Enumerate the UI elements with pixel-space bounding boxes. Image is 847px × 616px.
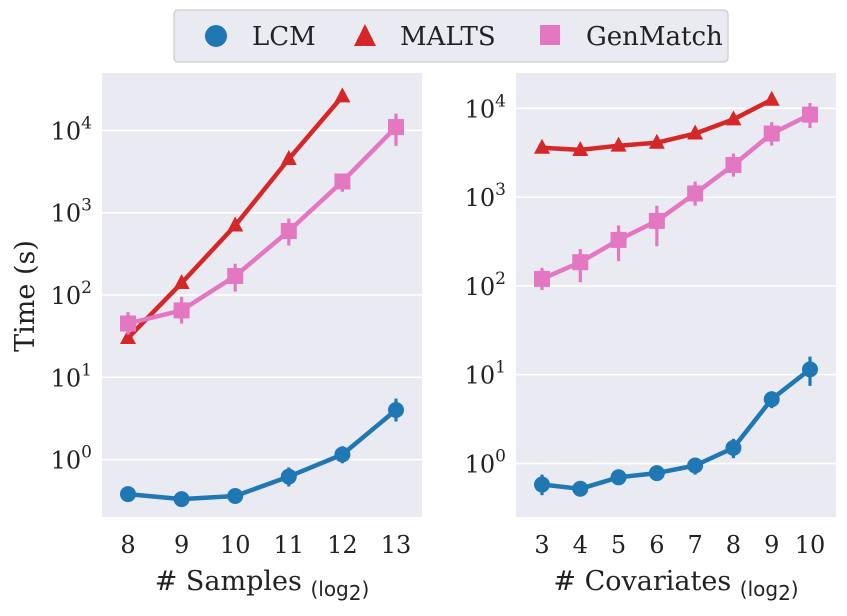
- data-point-lcm: [280, 468, 297, 485]
- legend-label-malts: MALTS: [400, 22, 496, 52]
- data-point-malts: [173, 273, 190, 289]
- data-point-genmatch: [572, 254, 589, 271]
- legend-marker-lcm: [205, 25, 227, 47]
- x-tick-label: 9: [174, 531, 189, 559]
- legend-label-genmatch: GenMatch: [586, 22, 723, 52]
- x-tick-label: 11: [274, 531, 305, 559]
- y-tick-label: 101: [51, 360, 92, 392]
- data-point-genmatch: [534, 270, 550, 287]
- panel-samples: 100 101 102 103 104 8 9 10 11 12 13 # Samples (log2…: [51, 73, 422, 605]
- data-point-genmatch: [388, 119, 404, 136]
- data-point-lcm: [572, 480, 589, 497]
- data-point-lcm: [227, 488, 244, 505]
- data-point-genmatch: [802, 106, 818, 123]
- legend-marker-genmatch: [540, 25, 560, 45]
- data-point-malts: [534, 138, 550, 154]
- series-line-genmatch: [127, 125, 398, 326]
- data-point-malts: [227, 216, 244, 232]
- x-axis-label: # Samples (log2): [155, 566, 370, 605]
- x-tick-label: 8: [726, 531, 741, 559]
- x-tick-label: 13: [381, 531, 412, 559]
- data-point-malts: [280, 150, 297, 166]
- x-tick-label: 4: [573, 531, 588, 559]
- data-point-genmatch: [334, 173, 351, 190]
- x-tick-label: 9: [764, 531, 779, 559]
- data-point-genmatch: [763, 125, 780, 142]
- y-axis-label: Time (s): [10, 240, 41, 352]
- data-point-lcm: [763, 391, 780, 408]
- legend: LCM MALTS GenMatch: [173, 9, 729, 63]
- data-point-malts: [572, 140, 589, 156]
- y-tick-label: 101: [465, 358, 506, 390]
- data-point-lcm: [173, 491, 190, 508]
- data-point-malts: [610, 136, 627, 152]
- data-point-genmatch: [725, 157, 742, 174]
- data-point-genmatch: [173, 302, 190, 319]
- y-tick-label: 100: [51, 443, 92, 475]
- x-tick-label: 6: [649, 531, 664, 559]
- x-tick-label: 10: [795, 531, 826, 559]
- x-tick-label: 7: [688, 531, 703, 559]
- y-tick-label: 104: [465, 91, 506, 123]
- data-point-malts: [687, 124, 704, 140]
- data-point-genmatch: [120, 315, 136, 332]
- data-point-lcm: [388, 401, 404, 418]
- y-tick-label: 104: [51, 113, 92, 145]
- data-point-genmatch: [280, 222, 297, 239]
- data-point-malts: [763, 90, 780, 106]
- x-tick-label: 8: [120, 531, 135, 559]
- data-point-genmatch: [227, 268, 244, 285]
- plot-background: [516, 73, 836, 517]
- data-point-lcm: [687, 457, 704, 474]
- data-point-malts: [120, 329, 136, 345]
- data-point-lcm: [334, 446, 351, 463]
- panel-covariates: 100 101 102 103 104 3 4 5 6 7 8 9 10 # Covariates (lo…: [465, 73, 836, 605]
- data-point-lcm: [610, 469, 627, 486]
- y-tick-label: 100: [465, 447, 506, 479]
- data-point-lcm: [725, 439, 742, 456]
- x-tick-label: 3: [534, 531, 549, 559]
- x-tick-label: 5: [611, 531, 626, 559]
- data-point-malts: [334, 87, 351, 103]
- legend-marker-malts: [354, 24, 376, 46]
- data-point-lcm: [534, 476, 550, 493]
- series-line-lcm: [127, 408, 398, 502]
- y-tick-label: 102: [51, 278, 92, 310]
- x-axis-label: # Covariates (log2): [553, 566, 798, 605]
- data-point-genmatch: [648, 212, 665, 229]
- y-tick-label: 103: [465, 180, 506, 212]
- x-tick-label: 12: [327, 531, 358, 559]
- data-point-lcm: [648, 465, 665, 482]
- y-tick-label: 102: [465, 269, 506, 301]
- data-point-genmatch: [610, 231, 627, 248]
- data-point-malts: [648, 133, 665, 149]
- data-point-malts: [725, 110, 742, 126]
- data-point-lcm: [120, 486, 136, 503]
- data-point-lcm: [802, 361, 818, 378]
- x-tick-label: 10: [220, 531, 251, 559]
- legend-frame: [173, 9, 729, 63]
- y-tick-label: 103: [51, 196, 92, 228]
- legend-label-lcm: LCM: [252, 22, 316, 52]
- data-point-genmatch: [687, 185, 704, 202]
